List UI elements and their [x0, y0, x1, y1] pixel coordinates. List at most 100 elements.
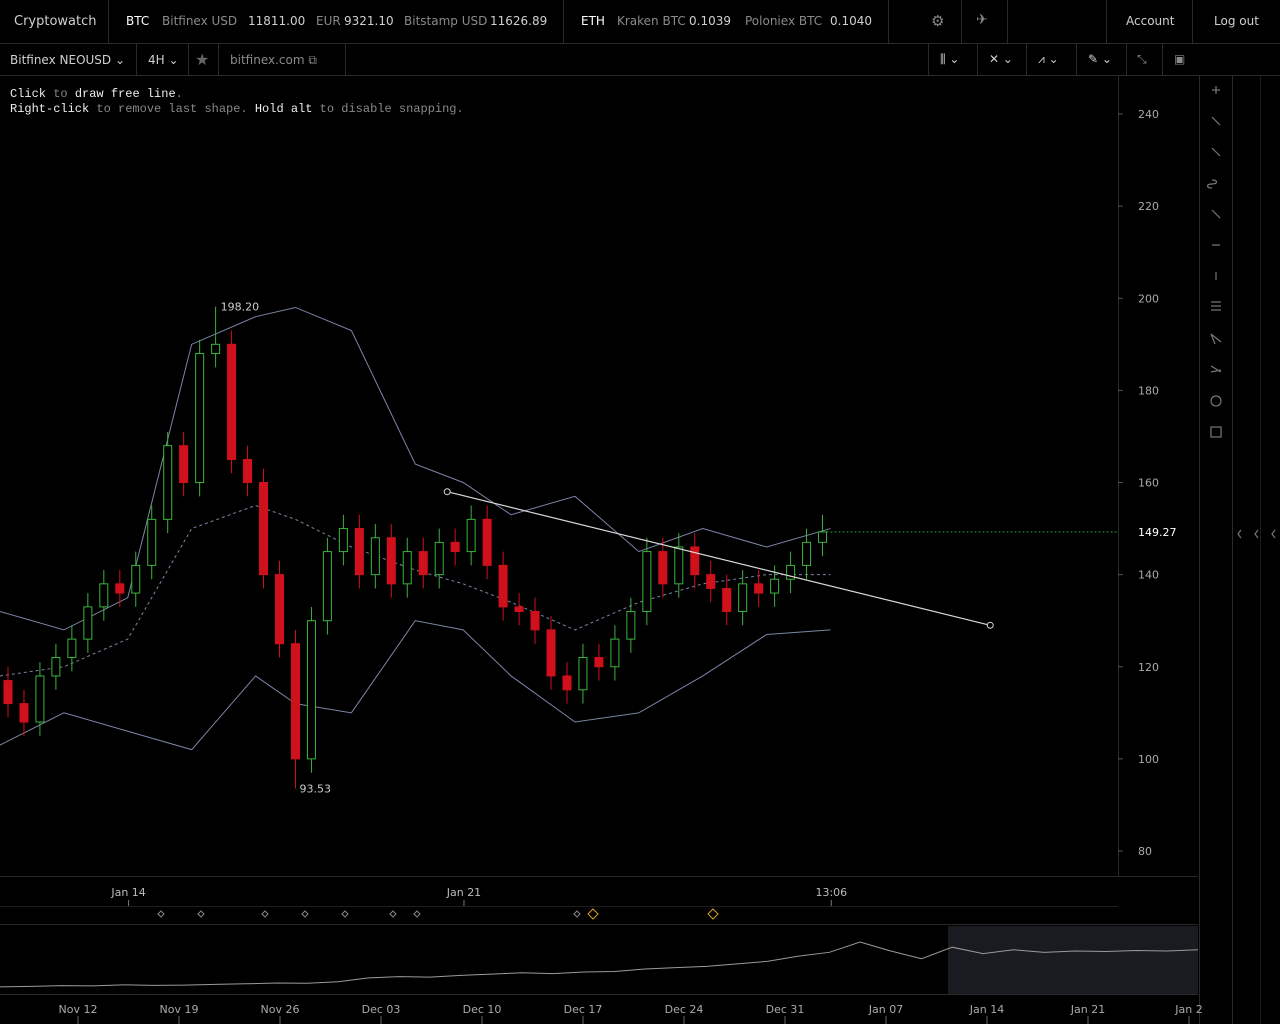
hint-line: Click to draw free line.	[10, 87, 183, 101]
x-tick-label: Jan 14	[110, 886, 145, 899]
candle-body	[818, 531, 828, 543]
favorite-star[interactable]: ★	[195, 50, 210, 69]
quote-value[interactable]: 0.1040	[830, 14, 872, 28]
alerts-icon[interactable]: ✈	[976, 12, 988, 28]
market-name[interactable]: Bitfinex NEOUSD	[10, 53, 112, 67]
period-select[interactable]: 4H ⌄	[148, 53, 179, 67]
exchange-link[interactable]: bitfinex.com ⧉	[230, 53, 317, 67]
separator	[977, 44, 978, 75]
candle-body	[99, 583, 109, 608]
candle-body	[354, 528, 364, 576]
settings-icon[interactable]: ⚙	[931, 12, 945, 30]
top-bar: Cryptowatch BTC Bitfinex USD 11811.00 EU…	[0, 0, 1280, 44]
candle-body	[179, 445, 189, 483]
chart-type-button[interactable]: ⫼ ⌄	[940, 52, 960, 66]
btc-tab[interactable]: BTC	[126, 14, 150, 28]
quote-value[interactable]: 11626.89	[490, 14, 548, 28]
separator	[345, 44, 346, 75]
candle-body	[211, 343, 221, 355]
candle-body	[594, 657, 604, 668]
quote-value[interactable]: 9321.10	[344, 14, 394, 28]
quote-label[interactable]: Bitstamp USD	[404, 14, 488, 28]
separator	[563, 0, 564, 43]
candle-body	[370, 537, 380, 576]
band-middle	[0, 505, 831, 677]
event-markers	[157, 908, 719, 920]
candle-body	[530, 610, 540, 631]
low-label: 93.53	[299, 783, 331, 796]
hint-key: Hold alt	[254, 102, 313, 116]
candle-body	[722, 587, 732, 612]
candle-body	[658, 551, 668, 585]
candle-body	[67, 638, 77, 659]
candle-body	[275, 574, 284, 645]
navigator-label: Dec 17	[564, 1003, 603, 1016]
candle-body	[466, 518, 476, 553]
separator	[1026, 44, 1027, 75]
separator	[218, 44, 219, 75]
candle-body	[322, 551, 332, 622]
y-tick-label: 100	[1138, 753, 1159, 766]
stats-button[interactable]: ▣	[1174, 52, 1186, 66]
y-tick-label: 140	[1138, 569, 1159, 582]
navigator-label: Dec 24	[665, 1003, 704, 1016]
hint-text: .	[175, 87, 183, 101]
trendline-handle	[986, 621, 994, 629]
sidebar-border	[1199, 44, 1200, 1024]
candle-body	[434, 541, 444, 576]
candle-body	[338, 528, 348, 553]
sidebar-border	[1232, 44, 1233, 1024]
quote-value[interactable]: 11811.00	[248, 14, 306, 28]
candle-body	[35, 675, 45, 723]
candle-body	[738, 583, 748, 612]
y-tick-label: 180	[1138, 384, 1159, 397]
brand[interactable]: Cryptowatch	[14, 14, 97, 29]
candle-body	[131, 564, 141, 594]
eth-tab[interactable]: ETH	[581, 14, 605, 28]
indicator-button[interactable]: ✕ ⌄	[989, 52, 1013, 66]
drawing-tools[interactable]	[1206, 86, 1276, 539]
candle-body	[147, 518, 157, 566]
hint-text: to remove last shape.	[89, 102, 255, 116]
separator	[188, 44, 189, 75]
account-link[interactable]: Account	[1126, 14, 1175, 28]
candle-body	[626, 610, 636, 640]
fullscreen-button[interactable]: ⤡	[1137, 52, 1147, 66]
logout-link[interactable]: Log out	[1214, 14, 1259, 28]
quote-value[interactable]: 0.1039	[689, 14, 731, 28]
candle-body	[306, 620, 316, 760]
quote-label[interactable]: Poloniex BTC	[745, 14, 823, 28]
band-upper	[0, 306, 831, 631]
candle-body	[3, 680, 13, 705]
separator	[1162, 44, 1163, 75]
market-select[interactable]: Bitfinex NEOUSD ⌄	[10, 53, 126, 67]
draw-button[interactable]: ✎ ⌄	[1088, 52, 1112, 66]
x-axis-border	[0, 876, 1198, 877]
navigator-bottom	[0, 994, 1198, 995]
quote-label[interactable]: Kraken BTC	[617, 14, 686, 28]
candle-body	[786, 564, 796, 580]
overlay-button[interactable]: ⩘ ⌄	[1038, 52, 1059, 66]
exchange-name[interactable]: bitfinex.com	[230, 53, 305, 67]
y-tick-label: 240	[1138, 108, 1159, 121]
candle-body	[83, 606, 93, 640]
period-name[interactable]: 4H	[148, 53, 165, 67]
candle-body	[51, 657, 61, 677]
candle-body	[259, 482, 269, 576]
last-price-label: 149.27	[1138, 526, 1177, 539]
candle-body	[674, 546, 684, 585]
y-tick-label: 80	[1138, 845, 1152, 858]
separator	[108, 0, 109, 43]
hint-line: Right-click to remove last shape. Hold a…	[10, 102, 464, 116]
quote-label[interactable]: EUR	[316, 14, 341, 28]
separator	[1126, 44, 1127, 75]
trendline	[447, 491, 991, 626]
x-tick-label: Jan 21	[446, 886, 481, 899]
candle-body	[642, 551, 652, 612]
navigator-line	[0, 941, 1199, 988]
navigator-label: Nov 12	[59, 1003, 98, 1016]
quote-label[interactable]: Bitfinex USD	[162, 14, 238, 28]
candle-body	[386, 537, 396, 585]
y-tick-label: 160	[1138, 477, 1159, 490]
candle-body	[578, 657, 588, 691]
